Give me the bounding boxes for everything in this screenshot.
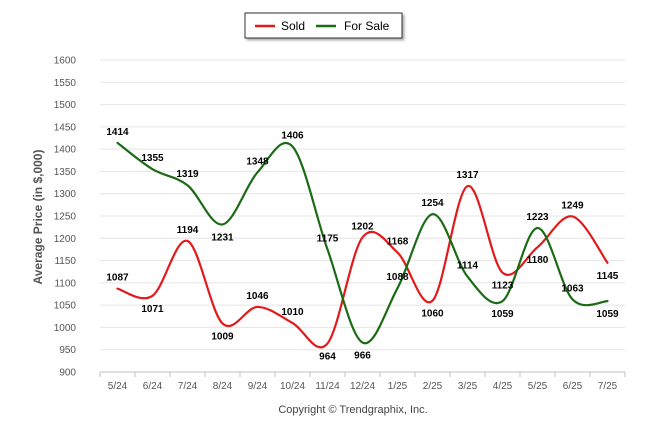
data-label-sold: 1145 xyxy=(597,271,619,282)
data-label-for-sale: 1348 xyxy=(246,156,269,167)
x-tick-label: 5/24 xyxy=(108,381,128,392)
data-label-for-sale: 1175 xyxy=(317,233,339,244)
copyright-footer: Copyright © Trendgraphix, Inc. xyxy=(278,404,427,416)
x-tick-label: 8/24 xyxy=(213,381,233,392)
data-label-for-sale: 1406 xyxy=(281,130,304,141)
x-tick-label: 2/25 xyxy=(423,381,443,392)
x-tick-label: 1/25 xyxy=(388,381,408,392)
legend: Sold For Sale xyxy=(244,12,403,39)
x-tick-label: 7/24 xyxy=(178,381,198,392)
data-label-for-sale: 1059 xyxy=(491,309,514,320)
y-tick-label: 1050 xyxy=(54,301,77,312)
y-tick-label: 1600 xyxy=(54,56,77,67)
y-tick-label: 1100 xyxy=(54,278,76,289)
x-tick-label: 6/24 xyxy=(143,381,163,392)
series-line-sold xyxy=(116,185,609,349)
y-tick-label: 1000 xyxy=(54,323,77,334)
data-label-sold: 1180 xyxy=(527,255,549,266)
y-tick-label: 1350 xyxy=(54,167,77,178)
x-tick-label: 7/25 xyxy=(598,381,618,392)
data-label-sold: 1202 xyxy=(351,221,374,232)
y-tick-label: 950 xyxy=(59,345,76,356)
x-tick-label: 11/24 xyxy=(315,381,340,392)
data-label-sold: 1087 xyxy=(106,273,129,284)
y-tick-label: 1450 xyxy=(54,122,77,133)
data-label-for-sale: 1319 xyxy=(176,169,199,180)
y-tick-label: 900 xyxy=(59,368,76,379)
data-label-sold: 1249 xyxy=(561,200,584,211)
grid xyxy=(99,59,626,377)
data-label-sold: 1168 xyxy=(387,237,409,248)
data-label-for-sale: 1355 xyxy=(141,153,164,164)
data-label-sold: 1046 xyxy=(246,291,269,302)
data-label-sold: 1010 xyxy=(281,307,304,318)
data-labels: 1087 1071 1194 1009 1046 1010 964 1202 1168 1060 1… xyxy=(106,127,619,363)
x-tick-label: 6/25 xyxy=(563,381,583,392)
x-tick-label: 5/25 xyxy=(528,381,548,392)
data-label-sold: 1317 xyxy=(456,170,479,181)
y-tick-label: 1150 xyxy=(54,256,76,267)
x-axis: 5/24 6/24 7/24 8/24 9/24 10/24 11/24 12/24 1/25 2… xyxy=(108,381,618,392)
y-tick-label: 1200 xyxy=(54,234,77,245)
data-label-for-sale: 1254 xyxy=(421,198,444,209)
legend-label-sold: Sold xyxy=(281,19,305,33)
series-line-for-sale xyxy=(116,141,609,345)
data-label-sold: 1060 xyxy=(421,309,444,320)
y-axis: 900 950 1000 1050 1100 1150 1200 1250 1300 1350 14… xyxy=(54,56,77,379)
data-label-sold: 964 xyxy=(319,351,336,362)
x-tick-label: 12/24 xyxy=(350,381,375,392)
data-label-for-sale: 966 xyxy=(354,351,371,362)
y-tick-label: 1500 xyxy=(54,100,77,111)
data-label-for-sale: 1414 xyxy=(106,127,129,138)
data-label-sold: 1071 xyxy=(141,304,164,315)
data-label-for-sale: 1088 xyxy=(386,272,409,283)
data-label-for-sale: 1114 xyxy=(457,261,479,272)
data-label-for-sale: 1059 xyxy=(596,309,619,320)
data-label-for-sale: 1063 xyxy=(561,283,584,294)
series-lines xyxy=(116,141,609,349)
x-tick-label: 4/25 xyxy=(493,381,513,392)
data-label-for-sale: 1231 xyxy=(211,232,234,243)
x-tick-label: 9/24 xyxy=(248,381,268,392)
data-label-sold: 1009 xyxy=(211,331,234,342)
data-label-sold: 1123 xyxy=(492,281,514,292)
data-label-for-sale: 1223 xyxy=(526,212,549,223)
x-tick-label: 10/24 xyxy=(280,381,305,392)
y-tick-label: 1300 xyxy=(54,189,77,200)
legend-label-for-sale: For Sale xyxy=(344,19,390,33)
x-tick-label: 3/25 xyxy=(458,381,478,392)
y-tick-label: 1400 xyxy=(54,145,77,156)
y-axis-title: Average Price (in $,000) xyxy=(31,150,45,285)
y-tick-label: 1550 xyxy=(54,78,77,89)
y-tick-label: 1250 xyxy=(54,212,77,223)
data-label-sold: 1194 xyxy=(177,225,199,236)
